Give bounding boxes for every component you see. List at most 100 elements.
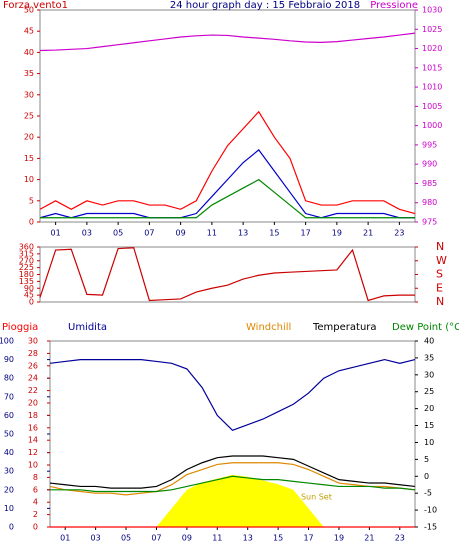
y-tick-label: 135	[19, 277, 34, 286]
legend-label: Windchill	[246, 322, 291, 333]
y3-tick-label: 18	[28, 411, 38, 420]
line	[49, 358, 416, 431]
x-tick-label: 15	[273, 534, 283, 543]
y-tick-label: 0	[29, 218, 34, 227]
x-tick-label: 21	[364, 534, 374, 543]
x-tick-label: 11	[212, 534, 222, 543]
y-tick-label: 80	[4, 374, 14, 383]
y2-tick-label: 15	[424, 421, 434, 430]
y-tick-label: 40	[4, 448, 14, 457]
y2-tick-label: -10	[424, 506, 437, 515]
y-tick-label: 100	[0, 337, 14, 346]
y-tick-label: 315	[19, 249, 34, 258]
y2-tick-label: 980	[422, 198, 437, 207]
x-tick-label: 01	[51, 229, 61, 238]
y2-tick-label: 1020	[422, 44, 442, 53]
x-tick-label: 15	[269, 229, 279, 238]
x-tick-label: 09	[176, 229, 186, 238]
x-tick-label: 03	[82, 229, 92, 238]
y2-tick-label: 995	[422, 140, 437, 149]
plot-area	[39, 9, 416, 223]
y2-tick-label: 30	[424, 370, 434, 379]
line	[39, 110, 416, 215]
y2-tick-label: -5	[424, 489, 432, 498]
y2-tick-label: 0	[424, 472, 429, 481]
y3-tick-label: 20	[28, 399, 38, 408]
line	[49, 462, 416, 496]
y-tick-label: 90	[24, 284, 34, 293]
y3-tick-label: 2	[33, 510, 38, 519]
legend-label: Pioggia	[2, 322, 38, 333]
y3-tick-label: 14	[28, 436, 38, 445]
x-tick-label: 17	[301, 229, 311, 238]
y2-tick-label: 1030	[422, 6, 442, 15]
x-tick-label: 03	[91, 534, 101, 543]
y-axis-label: Forza vento1	[3, 0, 68, 11]
x-tick-label: 09	[182, 534, 192, 543]
y3-tick-label: 24	[28, 374, 38, 383]
y-tick-label: 50	[24, 6, 34, 15]
x-tick-label: 19	[334, 534, 344, 543]
legend-label: Dew Point (°C	[392, 322, 459, 333]
y-tick-label: 30	[24, 90, 34, 99]
line	[39, 247, 415, 302]
y-tick-label: 30	[4, 467, 14, 476]
y-tick-label: 50	[4, 430, 14, 439]
y2-tick-label: W	[436, 254, 447, 267]
y-tick-label: 90	[4, 355, 14, 364]
y2-tick-label: N	[436, 240, 444, 253]
line	[50, 475, 416, 493]
y-tick-label: 270	[19, 256, 34, 265]
y2-tick-label: E	[436, 281, 443, 294]
y3-tick-label: 12	[28, 448, 38, 457]
x-tick-label: 11	[207, 229, 217, 238]
x-tick-label: 13	[243, 534, 253, 543]
y3-tick-label: 16	[28, 423, 38, 432]
line	[39, 32, 416, 52]
y-tick-label: 70	[4, 392, 14, 401]
y3-tick-label: 4	[33, 498, 38, 507]
y2-tick-label: 1015	[422, 63, 442, 72]
y2-tick-label: 5	[424, 455, 429, 464]
x-tick-label: 17	[303, 534, 313, 543]
y-tick-label: 0	[9, 523, 14, 532]
y-tick-label: 225	[19, 263, 34, 272]
y-tick-label: 35	[24, 69, 34, 78]
y3-tick-label: 28	[28, 349, 38, 358]
y-tick-label: 360	[19, 243, 34, 252]
y-tick-label: 40	[24, 48, 34, 57]
y3-tick-label: 8	[33, 473, 38, 482]
y2-tick-label: 20	[424, 404, 434, 413]
y2-tick-label: 990	[422, 160, 437, 169]
y2-tick-label: 40	[424, 337, 434, 346]
x-tick-label: 13	[238, 229, 248, 238]
line	[40, 178, 415, 219]
x-tick-label: 01	[60, 534, 70, 543]
y3-tick-label: 0	[33, 523, 38, 532]
y3-tick-label: 10	[28, 461, 38, 470]
chart-title: 24 hour graph day : 15 Febbraio 2018	[170, 0, 360, 11]
legend-label: Umidita	[68, 322, 107, 333]
y2-tick-label: S	[436, 268, 443, 281]
y3-tick-label: 26	[28, 361, 38, 370]
y2-tick-label: 25	[424, 387, 434, 396]
y2-axis-label: Pressione	[370, 0, 418, 11]
y2-tick-label: 975	[422, 218, 437, 227]
line	[49, 455, 416, 489]
line	[39, 149, 415, 219]
x-tick-label: 23	[394, 229, 404, 238]
y-tick-label: 20	[4, 485, 14, 494]
x-tick-label: 23	[395, 534, 405, 543]
y-tick-label: 180	[19, 270, 34, 279]
y-tick-label: 20	[24, 133, 34, 142]
y-tick-label: 25	[24, 112, 34, 121]
x-tick-label: 21	[363, 229, 373, 238]
y2-tick-label: N	[436, 295, 444, 308]
annotation: Sun Set	[301, 493, 332, 502]
y3-tick-label: 30	[28, 337, 38, 346]
plot-area	[39, 246, 416, 303]
area	[50, 474, 415, 527]
y-tick-label: 60	[4, 411, 14, 420]
y-tick-label: 0	[29, 298, 34, 307]
